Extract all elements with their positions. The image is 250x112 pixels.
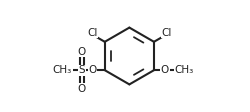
Text: O: O <box>89 65 97 75</box>
Text: S: S <box>78 65 85 75</box>
Text: CH₃: CH₃ <box>174 65 194 75</box>
Text: O: O <box>78 84 86 94</box>
Text: CH₃: CH₃ <box>53 65 72 75</box>
Text: Cl: Cl <box>161 28 172 38</box>
Text: O: O <box>78 47 86 57</box>
Text: O: O <box>161 65 169 75</box>
Text: Cl: Cl <box>87 28 98 38</box>
